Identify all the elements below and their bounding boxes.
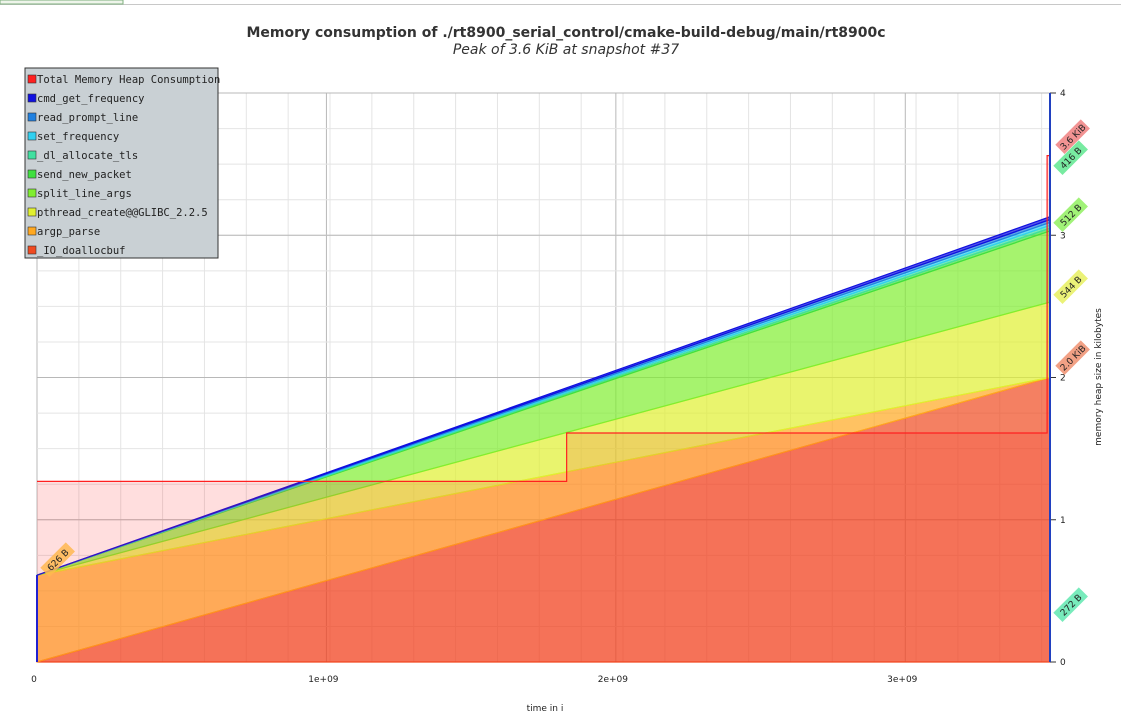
legend-swatch <box>27 169 37 179</box>
legend-swatch <box>27 150 37 160</box>
legend-box <box>24 67 219 259</box>
areas <box>36 154 1051 663</box>
legend-label: set_frequency <box>37 131 119 143</box>
x-tick-label: 0 <box>31 675 37 685</box>
annotation-bg <box>1053 140 1088 175</box>
y-tick-label: 3 <box>1060 231 1066 241</box>
total-line <box>37 154 1050 482</box>
legend-label: split_line_args <box>37 188 132 200</box>
y-axis-label: memory heap size in kilobytes <box>1094 308 1104 446</box>
legend: Total Memory Heap Consumption cmd_get_fre… <box>24 67 220 259</box>
legend-swatch <box>27 245 37 255</box>
y-tick-label: 2 <box>1060 374 1066 384</box>
legend-label: _IO_doallocbuf <box>37 245 126 257</box>
annotation-bg <box>1053 269 1088 304</box>
y-tick-label: 4 <box>1060 89 1066 99</box>
legend-label: send_new_packet <box>37 169 132 181</box>
legend-swatch <box>27 93 37 103</box>
annotation-bg <box>1055 119 1090 154</box>
x-tick-label: 2e+09 <box>598 675 629 685</box>
legend-swatch <box>27 226 37 236</box>
chart-title: Memory consumption of ./rt8900_serial_co… <box>246 25 885 41</box>
chart-subtitle: Peak of 3.6 KiB at snapshot #37 <box>453 42 679 58</box>
y-tick-label: 0 <box>1060 658 1066 668</box>
legend-label: argp_parse <box>37 226 100 238</box>
y-tick-label: 1 <box>1060 516 1066 526</box>
legend-label: cmd_get_frequency <box>37 93 144 105</box>
legend-label: _dl_allocate_tls <box>37 150 138 162</box>
legend-swatch <box>27 74 37 84</box>
legend-swatch <box>27 112 37 122</box>
legend-label: pthread_create@@GLIBC_2.2.5 <box>37 207 208 219</box>
x-tick-label: 3e+09 <box>887 675 918 685</box>
x-tick-label: 1e+09 <box>308 675 339 685</box>
legend-label: read_prompt_line <box>37 112 138 124</box>
legend-swatch <box>27 207 37 217</box>
annotation-bg <box>1055 340 1090 375</box>
active-tab[interactable] <box>0 0 124 5</box>
annotation-bg <box>1053 587 1088 622</box>
x-axis-label: time in i <box>527 704 564 714</box>
legend-swatch <box>27 188 37 198</box>
legend-label: Total Memory Heap Consumption <box>37 74 220 86</box>
total-fill <box>37 155 1050 662</box>
legend-swatch <box>27 131 37 141</box>
axes: 0 1e+09 2e+09 3e+09 0 1 2 3 4 <box>31 89 1066 685</box>
annotation-bg <box>40 542 75 577</box>
annotation-bg <box>1053 197 1088 232</box>
